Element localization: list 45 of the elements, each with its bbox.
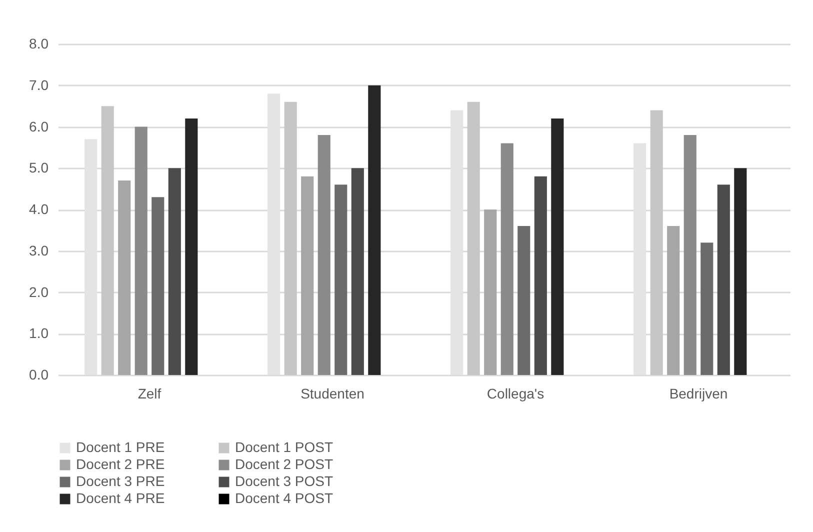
y-tick-label: 1.0: [29, 325, 49, 342]
bar: [717, 184, 730, 375]
bar: [168, 168, 181, 375]
y-tick-label: 2.0: [29, 284, 49, 300]
bar: [284, 102, 297, 375]
y-tick-label: 5.0: [29, 160, 49, 176]
bar: [551, 118, 564, 375]
bar: [351, 168, 364, 375]
bar: [101, 106, 114, 375]
bar: [301, 176, 314, 375]
bar: [700, 242, 714, 375]
legend-label: Docent 1 POST: [235, 439, 334, 455]
bar: [500, 143, 514, 375]
bar: [684, 135, 696, 375]
y-tick-label: 3.0: [29, 242, 49, 258]
legend-label: Docent 2 POST: [235, 456, 334, 472]
y-tick-label: 8.0: [29, 36, 49, 52]
bar: [650, 110, 663, 375]
bar: [152, 197, 164, 375]
bar: [518, 226, 530, 375]
bar: [134, 126, 148, 375]
legend-label: Docent 3 PRE: [76, 473, 165, 489]
bar: [334, 184, 348, 375]
bar: [667, 226, 680, 375]
y-tick-label: 4.0: [29, 201, 49, 217]
y-tick-label: 0.0: [29, 366, 49, 382]
bar: [368, 85, 381, 375]
bar: [534, 176, 547, 375]
bar: [318, 135, 330, 375]
x-tick-label: Studenten: [300, 386, 364, 402]
legend-label: Docent 1 PRE: [76, 439, 165, 455]
legend-label: Docent 2 PRE: [76, 456, 165, 472]
x-tick-label: Bedrijven: [669, 386, 728, 402]
bar: [484, 210, 497, 375]
bar: [467, 102, 480, 375]
y-tick-label: 7.0: [29, 76, 49, 93]
y-tick-label: 6.0: [29, 118, 49, 134]
legend-label: Docent 3 POST: [235, 473, 334, 489]
legend-label: Docent 4 PRE: [76, 490, 165, 506]
bar: [185, 118, 198, 375]
x-tick-label: Zelf: [138, 386, 162, 402]
x-tick-label: Collega's: [486, 386, 544, 402]
legend-label: Docent 4 POST: [235, 490, 334, 506]
bar: [118, 180, 131, 375]
bar: [734, 168, 747, 375]
